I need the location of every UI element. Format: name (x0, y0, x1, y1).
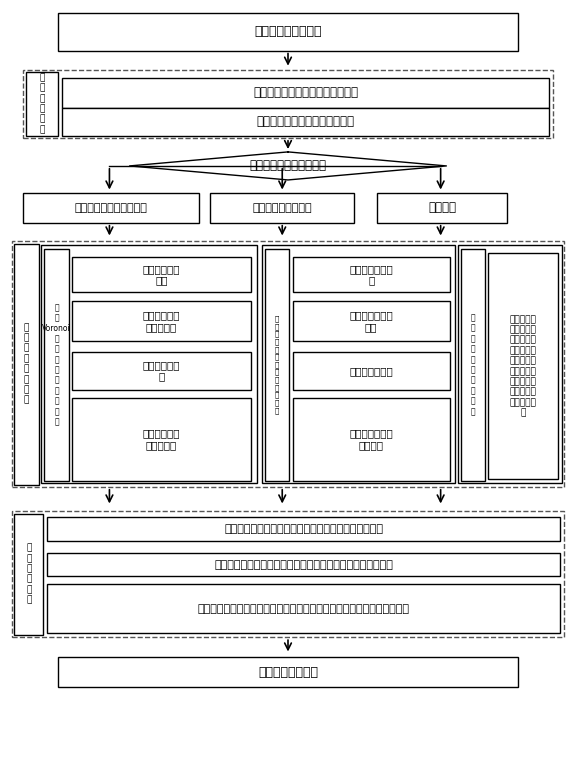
Text: 常
规
Voronoi
图
构
建
拼
接
缝
线
网
络: 常 规 Voronoi 图 构 建 拼 接 缝 线 网 络 (42, 303, 71, 426)
Text: 影像领域八方向轮廓线搜索与跟踪: 影像领域八方向轮廓线搜索与跟踪 (253, 86, 358, 99)
FancyBboxPatch shape (293, 257, 450, 292)
FancyBboxPatch shape (458, 245, 562, 483)
Text: 以重叠度不
满足前两种
情况的影像
为界限，对
测区影像进
行分区，并
在每个分区
内部分别构
建接缝线网
络: 以重叠度不 满足前两种 情况的影像 为界限，对 测区影像进 行分区，并 在每个分… (510, 315, 536, 418)
Text: 重叠区域垂直
二分法剖分: 重叠区域垂直 二分法剖分 (142, 310, 180, 332)
Text: 改进道格拉斯库克法轮廓线简化: 改进道格拉斯库克法轮廓线简化 (256, 115, 355, 129)
FancyBboxPatch shape (488, 253, 558, 479)
FancyBboxPatch shape (44, 249, 69, 481)
FancyBboxPatch shape (265, 249, 289, 481)
Text: 影像有效区域重叠度计算: 影像有效区域重叠度计算 (249, 160, 327, 172)
FancyBboxPatch shape (14, 514, 43, 635)
FancyBboxPatch shape (62, 78, 549, 108)
Text: 影
像
镶
嵌
处
理: 影 像 镶 嵌 处 理 (26, 544, 32, 605)
FancyBboxPatch shape (47, 517, 560, 541)
FancyBboxPatch shape (293, 398, 450, 481)
Text: 多边形边界裁剪: 多边形边界裁剪 (350, 366, 393, 375)
Text: 顾
及
重
叠
面
构
建
拼
接
缝
线
网
络: 顾 及 重 叠 面 构 建 拼 接 缝 线 网 络 (275, 315, 279, 414)
Text: 在接缝线领域内，采用加权融合处理实现重叠区域的亮度与颜色平滑过渡: 在接缝线领域内，采用加权融合处理实现重叠区域的亮度与颜色平滑过渡 (198, 604, 410, 614)
FancyBboxPatch shape (26, 72, 58, 136)
Text: 构建接缝线网
络拓扑关系: 构建接缝线网 络拓扑关系 (142, 428, 180, 450)
Text: 其他情形: 其他情形 (428, 202, 456, 214)
FancyBboxPatch shape (47, 584, 560, 633)
Text: 生
成
拼
接
缝
线
网
络: 生 成 拼 接 缝 线 网 络 (24, 323, 29, 405)
FancyBboxPatch shape (293, 301, 450, 341)
Text: 生成接缝线网络空间索引，以减少大量的逻辑判断运算: 生成接缝线网络空间索引，以减少大量的逻辑判断运算 (224, 524, 383, 534)
Text: 分
区
构
建
拼
接
缝
线
网
络: 分 区 构 建 拼 接 缝 线 网 络 (471, 313, 475, 416)
FancyBboxPatch shape (58, 657, 518, 687)
FancyBboxPatch shape (23, 70, 553, 138)
FancyBboxPatch shape (72, 352, 251, 390)
FancyBboxPatch shape (58, 13, 518, 51)
FancyBboxPatch shape (14, 244, 39, 485)
FancyBboxPatch shape (72, 257, 251, 292)
Text: 使用基于接缝线网络扫描线填充的方法实现影像快速镶嵌操作: 使用基于接缝线网络扫描线填充的方法实现影像快速镶嵌操作 (214, 560, 393, 569)
Text: 有
效
区
域
提
取: 有 效 区 域 提 取 (39, 73, 44, 134)
FancyBboxPatch shape (461, 249, 485, 481)
FancyBboxPatch shape (72, 398, 251, 481)
FancyBboxPatch shape (262, 245, 455, 483)
FancyBboxPatch shape (377, 193, 507, 223)
FancyBboxPatch shape (12, 241, 564, 487)
Text: 测区所有待镶嵌影像: 测区所有待镶嵌影像 (254, 26, 322, 38)
Text: 重叠区域中轴线
剖分: 重叠区域中轴线 剖分 (350, 310, 393, 332)
FancyBboxPatch shape (23, 193, 199, 223)
FancyBboxPatch shape (72, 301, 251, 341)
Text: 构建接缝线网络
拓扑关系: 构建接缝线网络 拓扑关系 (350, 428, 393, 450)
Text: 输出镶嵌后的影像: 输出镶嵌后的影像 (258, 666, 318, 679)
FancyBboxPatch shape (62, 108, 549, 136)
Text: 最小重叠度大于等于阈值: 最小重叠度大于等于阈值 (74, 203, 147, 213)
FancyBboxPatch shape (293, 352, 450, 390)
Text: 影像重叠区域检
测: 影像重叠区域检 测 (350, 264, 393, 285)
FancyBboxPatch shape (12, 511, 564, 637)
FancyBboxPatch shape (47, 553, 560, 576)
Text: 最大重叠度小于阈值: 最大重叠度小于阈值 (252, 203, 312, 213)
Text: 影像重叠区域
检测: 影像重叠区域 检测 (142, 264, 180, 285)
Text: 多边形边界裁
剪: 多边形边界裁 剪 (142, 360, 180, 382)
FancyBboxPatch shape (41, 245, 257, 483)
FancyBboxPatch shape (210, 193, 354, 223)
